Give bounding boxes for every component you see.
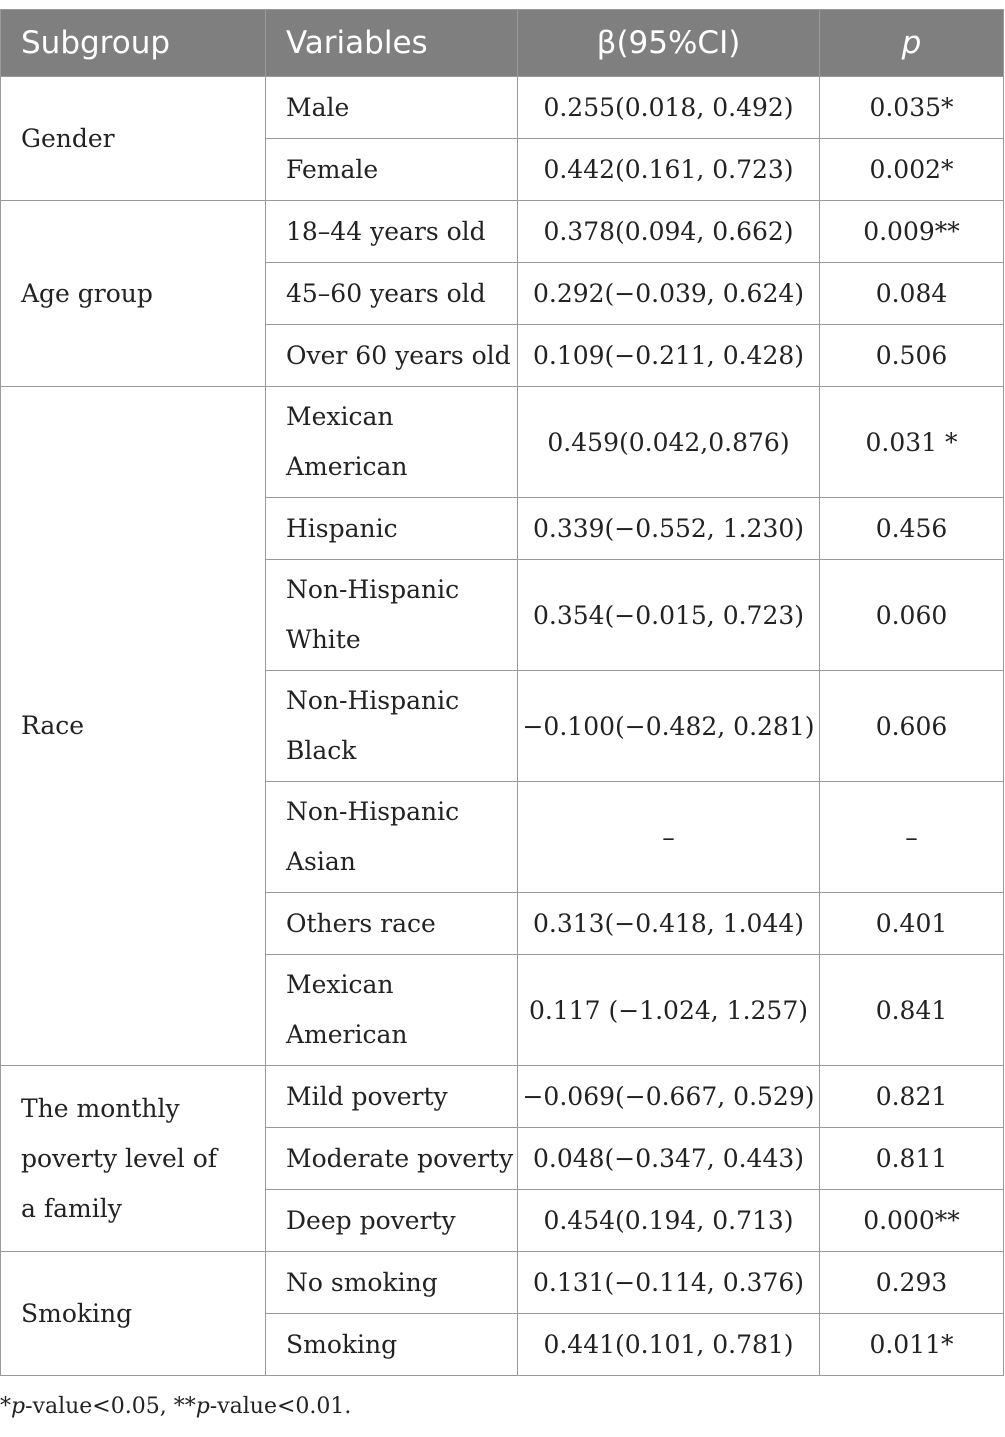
- beta-cell: 0.459(0.042,0.876): [517, 386, 820, 498]
- table-row: Female 0.442(0.161, 0.723) 0.002*: [1, 138, 1004, 201]
- p-cell: 0.506: [819, 324, 1004, 387]
- p-cell: 0.031 *: [819, 386, 1004, 498]
- subgroup-age-group: Age group: [0, 200, 266, 387]
- table-row: Mexican American 0.117 (−1.024, 1.257) 0…: [1, 954, 1004, 1066]
- beta-cell: 0.354(−0.015, 0.723): [517, 559, 820, 671]
- variable-cell: Over 60 years old: [265, 324, 518, 387]
- table-row: Smoking 0.441(0.101, 0.781) 0.011*: [1, 1313, 1004, 1376]
- beta-cell: 0.117 (−1.024, 1.257): [517, 954, 820, 1066]
- beta-cell: 0.454(0.194, 0.713): [517, 1189, 820, 1252]
- beta-cell: 0.255(0.018, 0.492): [517, 76, 820, 139]
- table-row: Smoking No smoking 0.131(−0.114, 0.376) …: [0, 1251, 1004, 1376]
- p-cell: 0.821: [819, 1065, 1004, 1128]
- beta-cell: 0.131(−0.114, 0.376): [517, 1251, 820, 1314]
- variable-text: Mexican American: [286, 402, 408, 481]
- p-cell: 0.811: [819, 1127, 1004, 1190]
- variable-cell: Moderate poverty: [265, 1127, 518, 1190]
- table-row: Non-Hispanic Asian – –: [1, 781, 1004, 893]
- table-row: Age group 18–44 years old 0.378(0.094, 0…: [0, 200, 1004, 387]
- variable-text: Non-Hispanic Black: [286, 686, 460, 765]
- variable-text: Non-Hispanic White: [286, 575, 460, 654]
- table-row: Gender Male 0.255(0.018, 0.492) 0.035*: [0, 76, 1004, 201]
- p-cell: 0.084: [819, 262, 1004, 325]
- beta-cell: 0.048(−0.347, 0.443): [517, 1127, 820, 1190]
- beta-cell: −0.069(−0.667, 0.529): [517, 1065, 820, 1128]
- table-row: Non-Hispanic White 0.354(−0.015, 0.723) …: [1, 559, 1004, 671]
- subgroup-poverty-level: The monthly poverty level of a family: [0, 1065, 266, 1252]
- p-cell: 0.606: [819, 670, 1004, 782]
- variable-cell: Hispanic: [265, 497, 518, 560]
- table-row: The monthly poverty level of a family Mi…: [0, 1065, 1004, 1252]
- table-row: Others race 0.313(−0.418, 1.044) 0.401: [1, 892, 1004, 955]
- variable-cell: Smoking: [265, 1313, 518, 1376]
- p-cell: 0.035*: [819, 76, 1004, 139]
- subgroup-smoking: Smoking: [0, 1251, 266, 1376]
- p-cell: 0.456: [819, 497, 1004, 560]
- p-cell: 0.002*: [819, 138, 1004, 201]
- variable-cell: Others race: [265, 892, 518, 955]
- variable-cell: Mexican American: [265, 386, 518, 498]
- beta-cell: 0.109(−0.211, 0.428): [517, 324, 820, 387]
- p-cell: 0.841: [819, 954, 1004, 1066]
- header-subgroup: Subgroup: [0, 9, 266, 77]
- table-row: Hispanic 0.339(−0.552, 1.230) 0.456: [1, 497, 1004, 560]
- variable-cell: Female: [265, 138, 518, 201]
- table-row: Over 60 years old 0.109(−0.211, 0.428) 0…: [1, 324, 1004, 387]
- variable-cell: Non-Hispanic Black: [265, 670, 518, 782]
- p-cell: 0.009**: [819, 200, 1004, 263]
- table-row: Race Mexican American 0.459(0.042,0.876)…: [0, 386, 1004, 1066]
- variable-text: Mexican American: [286, 970, 408, 1049]
- variable-cell: Non-Hispanic White: [265, 559, 518, 671]
- header-variables: Variables: [265, 9, 518, 77]
- results-table: Subgroup Variables β(95%CI) p Gender Mal…: [0, 9, 1004, 1376]
- header-p: p: [819, 9, 1004, 77]
- beta-cell: –: [517, 781, 820, 893]
- header-beta: β(95%CI): [517, 9, 820, 77]
- variable-cell: No smoking: [265, 1251, 518, 1314]
- subgroup-race: Race: [0, 386, 266, 1066]
- variable-cell: 18–44 years old: [265, 200, 518, 263]
- p-cell: 0.293: [819, 1251, 1004, 1314]
- p-cell: 0.401: [819, 892, 1004, 955]
- table-body: Gender Male 0.255(0.018, 0.492) 0.035* F…: [0, 76, 1004, 1376]
- beta-cell: −0.100(−0.482, 0.281): [517, 670, 820, 782]
- variable-cell: Non-Hispanic Asian: [265, 781, 518, 893]
- beta-cell: 0.313(−0.418, 1.044): [517, 892, 820, 955]
- table-header: Subgroup Variables β(95%CI) p: [0, 9, 1004, 77]
- variable-cell: Male: [265, 76, 518, 139]
- beta-cell: 0.378(0.094, 0.662): [517, 200, 820, 263]
- p-cell: 0.000**: [819, 1189, 1004, 1252]
- table-row: Non-Hispanic Black −0.100(−0.482, 0.281)…: [1, 670, 1004, 782]
- variable-text: Non-Hispanic Asian: [286, 797, 460, 876]
- table-row: Moderate poverty 0.048(−0.347, 0.443) 0.…: [1, 1127, 1004, 1190]
- footnote-star: *: [0, 1394, 11, 1419]
- footnote-p-italic: p: [11, 1394, 26, 1419]
- table-row: Deep poverty 0.454(0.194, 0.713) 0.000**: [1, 1189, 1004, 1252]
- footnote-text-2: -value<0.01.: [209, 1394, 352, 1419]
- variable-cell: Deep poverty: [265, 1189, 518, 1252]
- variable-cell: Mexican American: [265, 954, 518, 1066]
- beta-cell: 0.442(0.161, 0.723): [517, 138, 820, 201]
- subgroup-gender: Gender: [0, 76, 266, 201]
- table-footnote: *p-value<0.05, **p-value<0.01.: [0, 1394, 351, 1419]
- beta-cell: 0.441(0.101, 0.781): [517, 1313, 820, 1376]
- footnote-text-1: -value<0.05, **: [25, 1394, 196, 1419]
- beta-cell: 0.292(−0.039, 0.624): [517, 262, 820, 325]
- p-cell: 0.011*: [819, 1313, 1004, 1376]
- subgroup-text: The monthly poverty level of a family: [21, 1093, 217, 1223]
- p-cell: 0.060: [819, 559, 1004, 671]
- variable-cell: Mild poverty: [265, 1065, 518, 1128]
- p-cell: –: [819, 781, 1004, 893]
- footnote-p-italic: p: [195, 1394, 210, 1419]
- variable-cell: 45–60 years old: [265, 262, 518, 325]
- beta-cell: 0.339(−0.552, 1.230): [517, 497, 820, 560]
